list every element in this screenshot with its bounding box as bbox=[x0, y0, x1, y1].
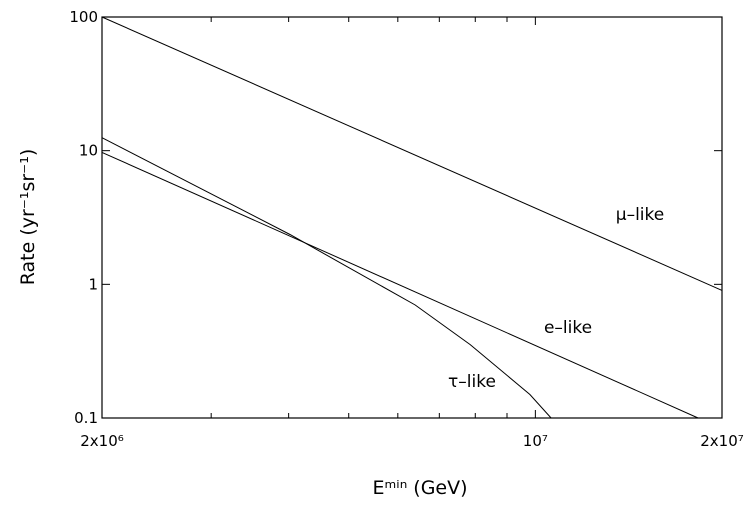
x-axis-label: Eᵐⁱⁿ (GeV) bbox=[372, 477, 467, 499]
y-axis-label: Rate (yr⁻¹sr⁻¹) bbox=[17, 149, 39, 286]
series-label: e–like bbox=[544, 318, 592, 338]
series-line bbox=[101, 137, 552, 419]
plot-frame bbox=[101, 16, 723, 419]
series-line bbox=[101, 16, 723, 291]
y-tick-label: 100 bbox=[69, 8, 98, 26]
series-line bbox=[101, 151, 699, 419]
series-label: μ–like bbox=[616, 205, 664, 225]
y-tick-label: 0.1 bbox=[74, 409, 98, 427]
series-label: τ–like bbox=[448, 372, 496, 392]
y-tick-label: 1 bbox=[88, 275, 98, 293]
x-tick-label: 2x10⁷ bbox=[700, 432, 744, 450]
x-tick-label: 2x10⁶ bbox=[80, 432, 124, 450]
x-tick-label: 10⁷ bbox=[523, 432, 548, 450]
y-tick-label: 10 bbox=[79, 142, 98, 160]
